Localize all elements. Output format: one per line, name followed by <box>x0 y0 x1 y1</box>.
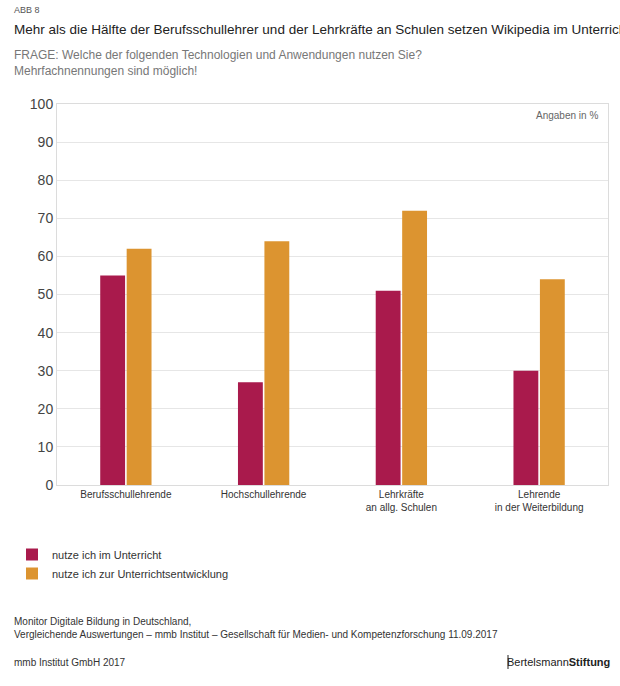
svg-text:Lehrkräftean allg. Schulen: Lehrkräftean allg. Schulen <box>366 489 437 513</box>
svg-text:FRAGE: Welche der folgenden Te: FRAGE: Welche der folgenden Technologien… <box>14 48 422 78</box>
svg-text:10: 10 <box>38 439 54 455</box>
svg-text:Angaben in %: Angaben in % <box>536 110 598 121</box>
svg-text:30: 30 <box>38 363 54 379</box>
svg-text:40: 40 <box>38 325 54 341</box>
svg-text:20: 20 <box>38 401 54 417</box>
svg-text:mmb Institut GmbH 2017: mmb Institut GmbH 2017 <box>14 657 126 668</box>
svg-text:BertelsmannStiftung: BertelsmannStiftung <box>507 656 610 668</box>
svg-text:Monitor Digitale Bildung in De: Monitor Digitale Bildung in Deutschland,… <box>14 616 498 640</box>
svg-text:ABB 8: ABB 8 <box>14 5 40 15</box>
svg-text:90: 90 <box>38 134 54 150</box>
svg-text:50: 50 <box>38 286 54 302</box>
svg-text:Berufsschullehrende: Berufsschullehrende <box>80 489 172 500</box>
svg-text:100: 100 <box>30 96 54 112</box>
svg-text:Lehrendein der Weiterbildung: Lehrendein der Weiterbildung <box>495 489 584 513</box>
svg-text:60: 60 <box>38 248 54 264</box>
svg-text:Mehr als die Hälfte der Berufs: Mehr als die Hälfte der Berufsschullehre… <box>14 22 620 37</box>
svg-text:nutze ich im Unterricht: nutze ich im Unterricht <box>52 549 161 561</box>
svg-text:70: 70 <box>38 210 54 226</box>
svg-text:80: 80 <box>38 172 54 188</box>
svg-text:Hochschullehrende: Hochschullehrende <box>221 489 307 500</box>
svg-text:nutze ich zur Unterrichtsentwi: nutze ich zur Unterrichtsentwicklung <box>52 568 228 580</box>
svg-text:0: 0 <box>45 477 53 493</box>
